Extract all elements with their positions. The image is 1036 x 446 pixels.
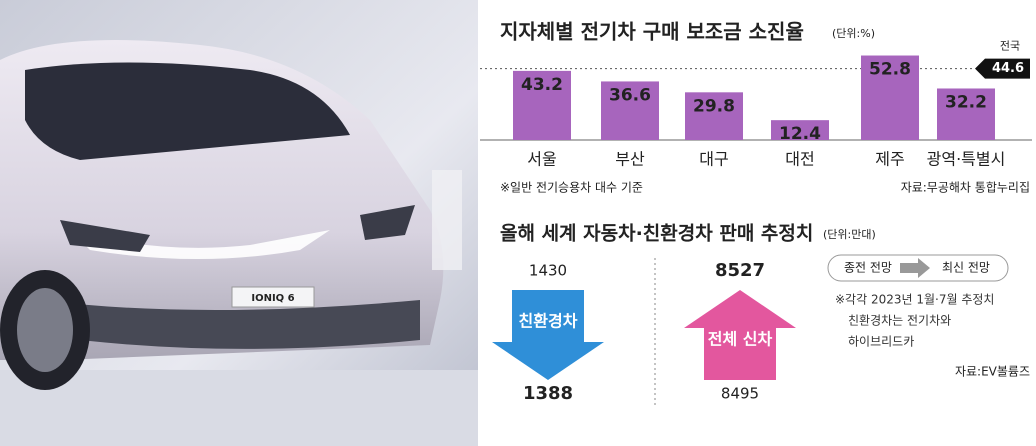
category-label: 대전 bbox=[785, 150, 814, 169]
value-label: 52.8 bbox=[869, 60, 911, 80]
category-label: 제주 bbox=[875, 150, 904, 169]
legend-arrow bbox=[900, 258, 930, 278]
source: 자료:EV볼륨즈 bbox=[955, 365, 1030, 379]
reference-tag bbox=[975, 58, 1030, 79]
category-label: 대구 bbox=[699, 150, 728, 169]
bar bbox=[685, 92, 743, 140]
legend-label: 종전 전망 bbox=[844, 261, 892, 275]
source: 자료:무공해차 통합누리집 bbox=[901, 181, 1030, 195]
reference-value: 44.6 bbox=[992, 61, 1024, 76]
arrow bbox=[492, 290, 604, 380]
chart-title: 올해 세계 자동차·친환경차 판매 추정치 bbox=[500, 223, 813, 245]
note: 친환경차는 전기차와 bbox=[848, 314, 951, 328]
category-label: 서울 bbox=[527, 150, 556, 169]
bar bbox=[513, 70, 571, 140]
bar bbox=[937, 88, 995, 140]
note: ※각각 2023년 1월·7월 추정치 bbox=[835, 293, 994, 307]
value-label: 12.4 bbox=[779, 124, 821, 144]
bar bbox=[861, 55, 919, 140]
to-value: 8527 bbox=[715, 260, 765, 281]
chart-title: 지자체별 전기차 구매 보조금 소진율 bbox=[500, 20, 804, 44]
to-value: 1388 bbox=[523, 383, 573, 404]
category-label: 부산 bbox=[615, 150, 645, 169]
unit-label: (단위:만대) bbox=[823, 228, 876, 241]
reference-label: 전국 bbox=[1000, 40, 1020, 53]
car-photo: IONIQ 6 bbox=[0, 0, 478, 446]
car-badge: IONIQ 6 bbox=[251, 293, 294, 304]
note: ※일반 전기승용차 대수 기준 bbox=[500, 181, 643, 195]
arrow-label: 친환경차 bbox=[519, 312, 578, 331]
arrow-label: 전체 신차 bbox=[708, 330, 773, 349]
legend-label: 최신 전망 bbox=[942, 261, 990, 275]
value-label: 29.8 bbox=[693, 96, 735, 116]
bar bbox=[771, 120, 829, 140]
category-label: 광역·특별시 bbox=[927, 150, 1006, 169]
arrow bbox=[684, 290, 796, 380]
value-label: 32.2 bbox=[945, 92, 987, 112]
note: 하이브리드카 bbox=[848, 335, 914, 349]
from-value: 8495 bbox=[721, 385, 759, 403]
value-label: 36.6 bbox=[609, 85, 651, 105]
bar bbox=[601, 81, 659, 140]
unit-label: (단위:%) bbox=[832, 27, 875, 40]
value-label: 43.2 bbox=[521, 75, 563, 95]
from-value: 1430 bbox=[529, 262, 567, 280]
